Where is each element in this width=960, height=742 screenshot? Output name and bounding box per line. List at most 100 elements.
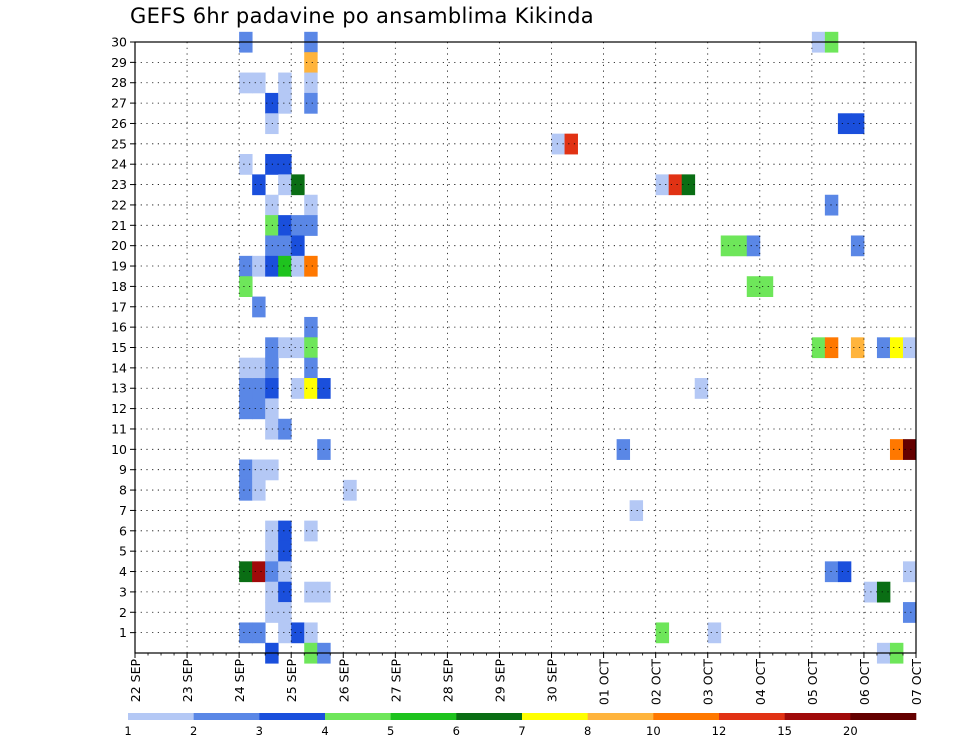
heatmap-cell [304,357,318,379]
legend-label: 12 [712,724,727,738]
heatmap-cell [655,622,670,644]
heatmap-cell [304,316,318,338]
x-tick-label: 24 SEP [232,659,247,703]
heatmap-cell [252,398,266,420]
y-tick-label: 3 [119,584,127,599]
heatmap-cell [304,215,318,236]
heatmap-cell [239,276,253,297]
legend-label: 15 [777,724,792,738]
y-tick-label: 14 [111,360,127,375]
heatmap-cell [902,337,917,359]
heatmap-cell [720,235,735,257]
legend-swatch [193,713,260,720]
legend-swatch [259,713,326,720]
y-tick-label: 28 [111,75,127,90]
heatmap-cell [616,439,631,460]
x-tick-label: 27 SEP [388,659,403,703]
heatmap-cell [278,418,292,440]
color-legend: 1 2 3 4 5 6 7 8 10 12 15 20 [124,713,917,738]
heatmap-cell [239,459,253,481]
heatmap-cell [889,439,904,460]
heatmap-cell [746,235,761,257]
heatmap-cell [304,52,318,73]
legend-label: 1 [124,724,131,738]
heatmap-cell [291,337,305,359]
heatmap-cell [291,622,305,644]
legend-label: 8 [584,724,591,738]
x-tick-label: 22 SEP [128,659,143,703]
heatmap-cell [239,561,253,583]
heatmap-cell [278,92,292,114]
x-tick-label: 02 OCT [649,659,664,705]
heatmap-cell [239,154,253,175]
heatmap-cell [902,561,917,583]
y-tick-label: 21 [111,218,127,233]
y-tick-label: 1 [119,625,127,640]
y-tick-label: 29 [111,55,127,70]
y-tick-label: 25 [111,136,127,151]
heatmap-cell [278,215,292,236]
y-tick-label: 12 [111,401,127,416]
x-tick-label: 06 OCT [857,659,872,705]
heatmap-cell [252,72,266,94]
legend-swatch [390,713,457,720]
y-tick-label: 10 [111,442,127,457]
heatmap-cell [278,255,292,277]
heatmap-cell [668,174,683,196]
heatmap-cell [239,378,253,399]
heatmap-cell [239,255,253,277]
y-tick-label: 17 [111,299,127,314]
legend-swatch [653,713,720,720]
y-tick-label: 7 [119,503,127,518]
y-tick-label: 11 [111,421,127,436]
heatmap-cell [876,337,891,359]
heatmap-cell [239,622,253,644]
heatmap-cell [655,174,670,196]
heatmap-cell [278,561,292,583]
heatmap-cell [551,133,565,155]
heatmap-cell [291,255,305,277]
legend-swatch [456,713,523,720]
y-tick-label: 5 [119,544,127,559]
heatmap-cell [278,602,292,623]
x-tick-label: 04 OCT [753,659,768,705]
heatmap-cell [707,622,722,644]
legend-label: 7 [518,724,525,738]
heatmap-cell [564,133,578,155]
y-tick-label: 16 [111,320,127,335]
heatmap-cell [278,337,292,359]
legend-label: 5 [387,724,394,738]
heatmap-cell [278,581,292,603]
heatmap-cell [902,439,917,460]
y-tick-label: 19 [111,259,127,274]
heatmap-cell [304,581,318,603]
heatmap-cell [889,337,904,359]
legend-swatch [719,713,785,720]
legend-label: 6 [453,724,460,738]
x-tick-label: 25 SEP [284,659,299,703]
heatmap-cell [304,520,318,542]
x-tick-label: 01 OCT [597,659,612,705]
y-tick-label: 13 [111,381,127,396]
heatmap-cell [252,357,266,379]
heatmap-cell [694,378,709,399]
x-tick-label: 28 SEP [440,659,455,703]
heatmap-cell [837,561,852,583]
heatmap-cell [278,72,292,94]
legend-label: 3 [256,724,263,738]
legend-label: 4 [321,724,328,738]
heatmap-cell [291,174,305,196]
heatmap-cell [837,113,852,135]
x-tick-label: 05 OCT [805,659,820,705]
heatmap-cell [252,459,266,481]
heatmap-cell [252,561,266,583]
y-axis-ticks: 1234567891011121314151617181920212223242… [111,35,135,640]
heatmap-cell [278,235,292,257]
heatmap-cell [343,479,357,501]
heatmap-cell [278,540,292,562]
legend-swatch [784,713,851,720]
y-tick-label: 8 [119,483,127,498]
heatmap-cell [252,296,266,318]
heatmap-cell [278,520,292,542]
